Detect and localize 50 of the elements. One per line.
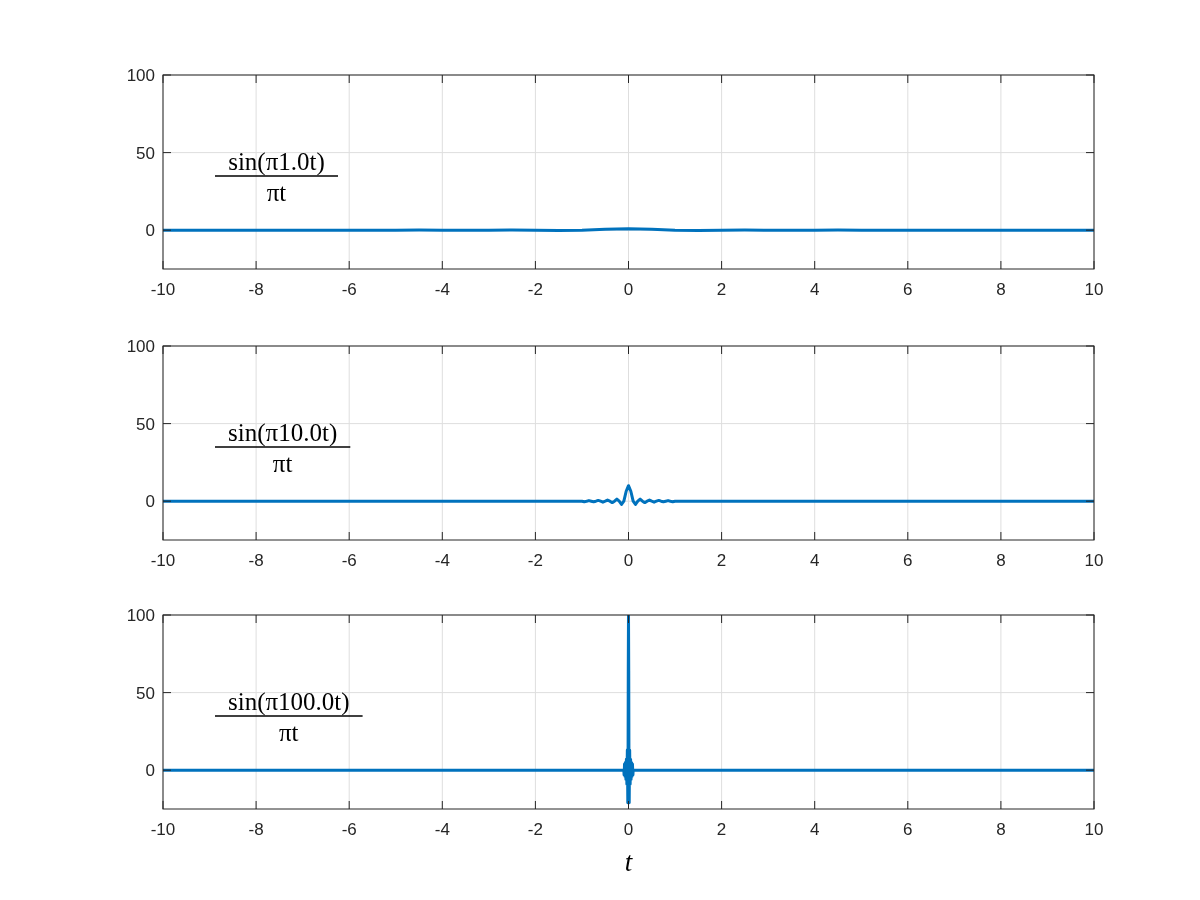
x-tick-label: -8 xyxy=(248,820,264,839)
x-tick-label: -10 xyxy=(150,280,176,299)
annotation: πt xyxy=(266,179,287,206)
x-tick-label: 10 xyxy=(1084,280,1104,299)
annotation: sin(π100.0t) xyxy=(227,688,350,716)
y-tick-label: 0 xyxy=(145,761,155,781)
x-tick-label: -4 xyxy=(434,280,450,299)
x-tick-label: 8 xyxy=(996,820,1006,839)
annotation: πt xyxy=(279,719,299,746)
x-tick-label: -6 xyxy=(341,280,357,299)
annotation: πt xyxy=(272,450,293,477)
x-tick-label: -4 xyxy=(434,551,450,570)
x-tick-label: 0 xyxy=(623,820,634,839)
x-tick-label: -10 xyxy=(150,820,176,839)
x-tick-label: -8 xyxy=(248,280,264,299)
x-tick-label: 4 xyxy=(809,820,820,839)
x-tick-label: 0 xyxy=(623,551,634,570)
annotation: sin(π1.0t) xyxy=(228,148,325,176)
y-tick-label: 50 xyxy=(136,683,155,703)
x-tick-label: -6 xyxy=(341,551,357,570)
x-tick-label: 0 xyxy=(623,280,634,299)
y-tick-label: 0 xyxy=(145,221,155,241)
x-tick-label: -2 xyxy=(527,551,543,570)
y-tick-label: 100 xyxy=(126,337,155,356)
x-tick-label: 10 xyxy=(1084,820,1104,839)
x-tick-label: 2 xyxy=(716,280,727,299)
x-tick-label: -4 xyxy=(434,820,450,839)
x-tick-label: 2 xyxy=(716,820,727,839)
x-tick-label: 4 xyxy=(809,551,820,570)
x-tick-label: 8 xyxy=(996,280,1006,299)
x-tick-label: -10 xyxy=(150,551,176,570)
x-tick-label: 6 xyxy=(903,280,913,299)
y-tick-label: 50 xyxy=(136,414,155,434)
line-series xyxy=(163,484,1094,506)
annotation: sin(π10.0t) xyxy=(228,419,338,447)
x-tick-label: 4 xyxy=(809,280,820,299)
y-tick-label: 50 xyxy=(136,143,155,163)
y-tick-label: 100 xyxy=(126,66,155,85)
x-tick-label: -8 xyxy=(248,551,264,570)
x-axis-title: t xyxy=(624,847,634,877)
x-tick-label: -2 xyxy=(527,280,543,299)
x-tick-label: -6 xyxy=(341,820,357,839)
y-tick-label: 0 xyxy=(145,492,155,512)
x-tick-label: 10 xyxy=(1084,551,1104,570)
x-tick-label: 8 xyxy=(996,551,1006,570)
x-tick-label: 6 xyxy=(903,551,913,570)
x-tick-label: -2 xyxy=(527,820,543,839)
y-tick-label: 100 xyxy=(126,606,155,625)
x-tick-label: 2 xyxy=(716,551,727,570)
x-tick-label: 6 xyxy=(903,820,913,839)
